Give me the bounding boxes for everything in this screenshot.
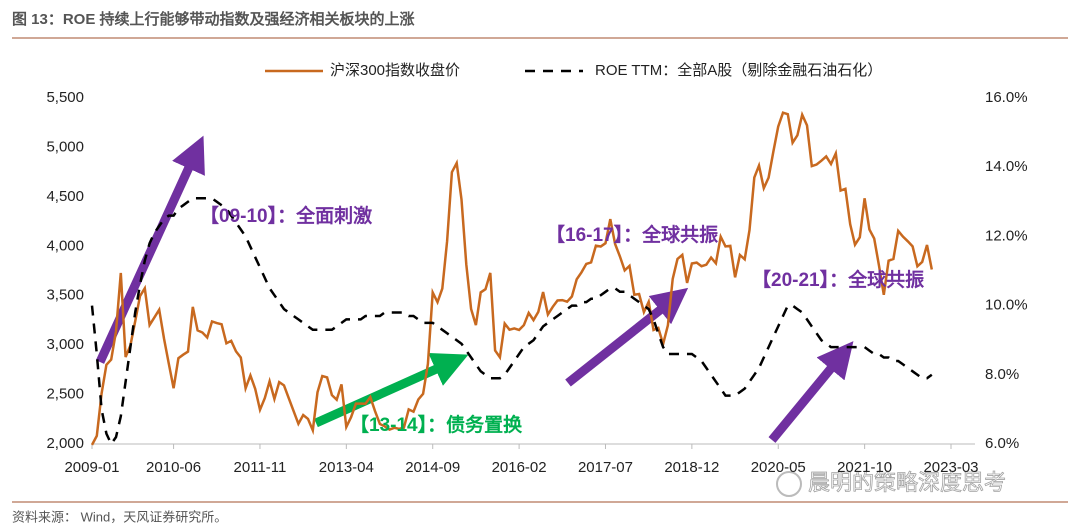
y-tick-label: 5,000 bbox=[46, 138, 84, 155]
x-tick-label: 2016-02 bbox=[492, 459, 547, 476]
y-tick-label: 4,500 bbox=[46, 188, 84, 205]
x-tick-label: 2018-12 bbox=[664, 459, 719, 476]
annotation: 【20-21】：全球共振 bbox=[752, 268, 924, 291]
x-tick-label: 2021-10 bbox=[837, 459, 892, 476]
x-tick-label: 2020-05 bbox=[751, 459, 806, 476]
y-tick-label: 5,500 bbox=[46, 89, 84, 106]
arrow bbox=[565, 287, 689, 387]
y2-tick-label: 12.0% bbox=[985, 227, 1028, 244]
x-tick-label: 2010-06 bbox=[146, 459, 201, 476]
y-tick-label: 3,500 bbox=[46, 287, 84, 304]
arrow bbox=[768, 341, 854, 443]
y2-tick-label: 8.0% bbox=[985, 366, 1019, 383]
annotation: 【09-10】：全面刺激 bbox=[200, 204, 372, 227]
x-tick-label: 2009-01 bbox=[64, 459, 119, 476]
arrow bbox=[314, 352, 469, 428]
arrow bbox=[95, 135, 205, 364]
y2-tick-label: 6.0% bbox=[985, 435, 1019, 452]
legend-label: 沪深300指数收盘价 bbox=[330, 61, 460, 79]
annotation: 【16-17】：全球共振 bbox=[546, 223, 718, 246]
x-tick-label: 2014-09 bbox=[405, 459, 460, 476]
y-tick-label: 2,000 bbox=[46, 435, 84, 452]
y2-tick-label: 10.0% bbox=[985, 297, 1028, 314]
y-tick-label: 2,500 bbox=[46, 386, 84, 403]
source: 资料来源： Wind，天风证券研究所。 bbox=[12, 509, 227, 524]
series-line bbox=[90, 110, 934, 446]
x-tick-label: 2013-04 bbox=[319, 459, 374, 476]
y-tick-label: 3,000 bbox=[46, 336, 84, 353]
x-tick-label: 2011-11 bbox=[234, 459, 287, 476]
y2-tick-label: 14.0% bbox=[985, 158, 1028, 175]
chart-title: 图 13：ROE 持续上行能够带动指数及强经济相关板块的上涨 bbox=[12, 10, 415, 28]
watermark-icon bbox=[776, 471, 802, 497]
watermark: 晨明的策略深度思考 bbox=[808, 470, 1006, 495]
y2-tick-label: 16.0% bbox=[985, 89, 1028, 106]
x-tick-label: 2017-07 bbox=[578, 459, 633, 476]
series-line bbox=[90, 197, 933, 447]
x-tick-label: 2023-03 bbox=[923, 459, 978, 476]
y-tick-label: 4,000 bbox=[46, 237, 84, 254]
annotation: 【13-14】：债务置换 bbox=[350, 413, 523, 436]
legend-label: ROE TTM：全部A股（剔除金融石油石化） bbox=[595, 61, 882, 79]
